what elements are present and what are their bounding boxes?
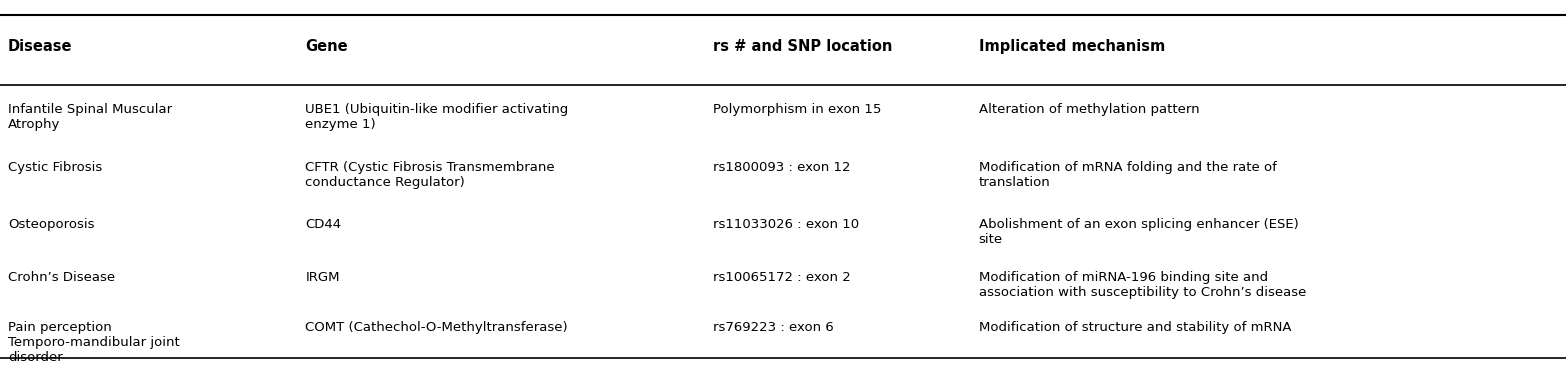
Text: Modification of structure and stability of mRNA: Modification of structure and stability … — [979, 321, 1292, 334]
Text: rs11033026 : exon 10: rs11033026 : exon 10 — [713, 218, 858, 231]
Text: rs # and SNP location: rs # and SNP location — [713, 39, 893, 54]
Text: Modification of miRNA-196 binding site and
association with susceptibility to Cr: Modification of miRNA-196 binding site a… — [979, 271, 1306, 299]
Text: rs10065172 : exon 2: rs10065172 : exon 2 — [713, 271, 850, 284]
Text: Pain perception
Temporo-mandibular joint
disorder: Pain perception Temporo-mandibular joint… — [8, 321, 180, 364]
Text: CFTR (Cystic Fibrosis Transmembrane
conductance Regulator): CFTR (Cystic Fibrosis Transmembrane cond… — [305, 161, 554, 189]
Text: Implicated mechanism: Implicated mechanism — [979, 39, 1165, 54]
Text: Cystic Fibrosis: Cystic Fibrosis — [8, 161, 102, 173]
Text: CD44: CD44 — [305, 218, 341, 231]
Text: rs769223 : exon 6: rs769223 : exon 6 — [713, 321, 833, 334]
Text: COMT (Cathechol-O-Methyltransferase): COMT (Cathechol-O-Methyltransferase) — [305, 321, 568, 334]
Text: Abolishment of an exon splicing enhancer (ESE)
site: Abolishment of an exon splicing enhancer… — [979, 218, 1298, 246]
Text: UBE1 (Ubiquitin-like modifier activating
enzyme 1): UBE1 (Ubiquitin-like modifier activating… — [305, 103, 568, 131]
Text: rs1800093 : exon 12: rs1800093 : exon 12 — [713, 161, 850, 173]
Text: Alteration of methylation pattern: Alteration of methylation pattern — [979, 103, 1200, 116]
Text: Crohn’s Disease: Crohn’s Disease — [8, 271, 114, 284]
Text: Disease: Disease — [8, 39, 72, 54]
Text: Gene: Gene — [305, 39, 348, 54]
Text: Osteoporosis: Osteoporosis — [8, 218, 94, 231]
Text: Infantile Spinal Muscular
Atrophy: Infantile Spinal Muscular Atrophy — [8, 103, 172, 131]
Text: IRGM: IRGM — [305, 271, 340, 284]
Text: Polymorphism in exon 15: Polymorphism in exon 15 — [713, 103, 882, 116]
Text: Modification of mRNA folding and the rate of
translation: Modification of mRNA folding and the rat… — [979, 161, 1276, 189]
